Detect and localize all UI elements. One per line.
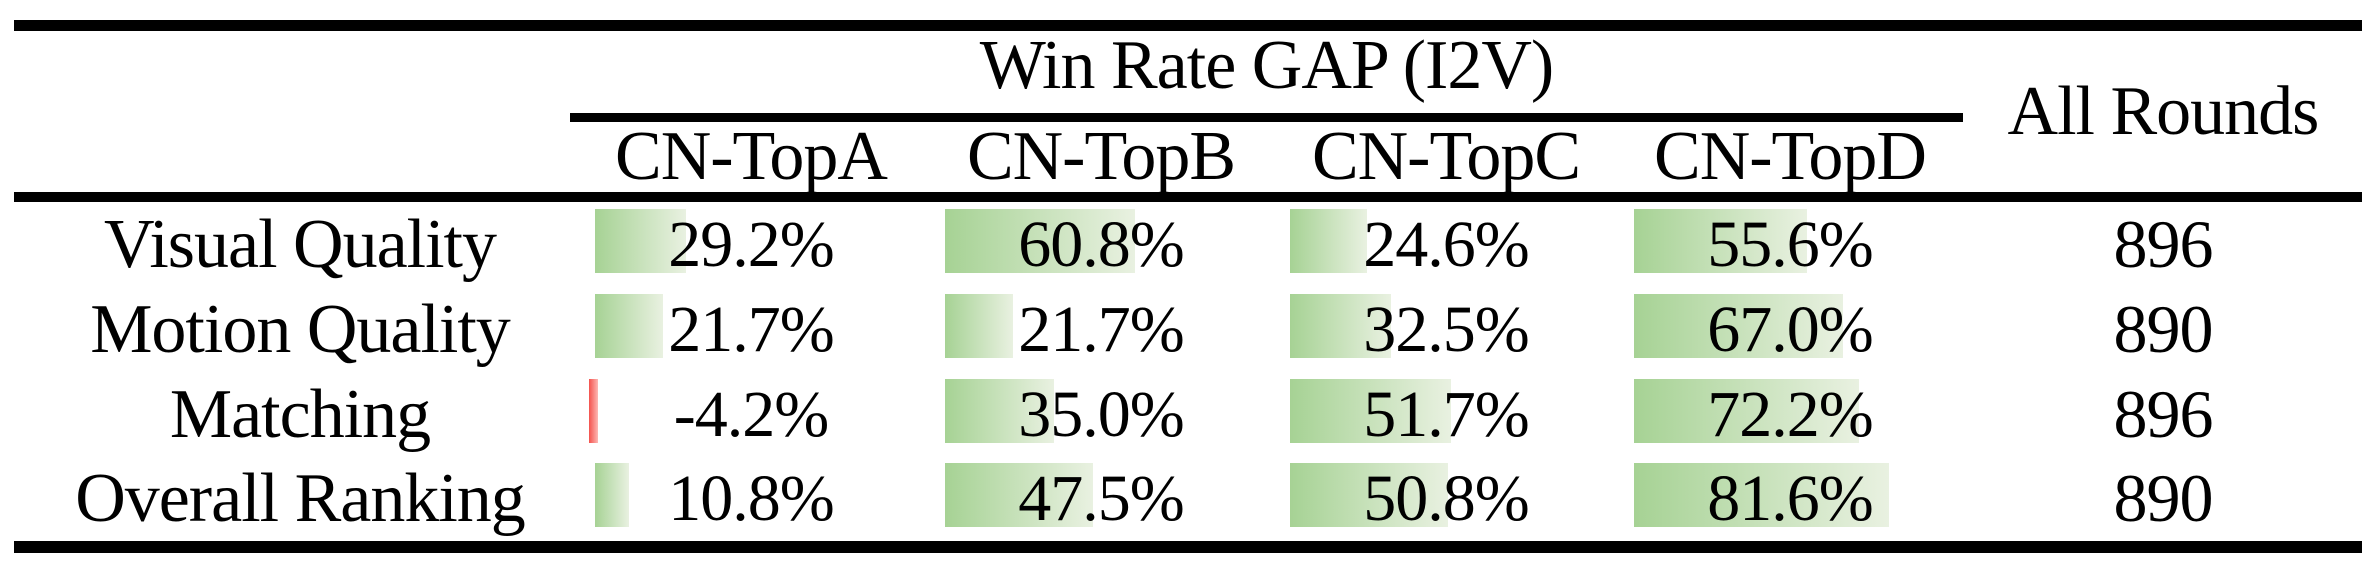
cell-value: 29.2% xyxy=(668,207,834,281)
data-bar xyxy=(1634,379,1859,443)
cell-value: 47.5% xyxy=(1018,461,1184,535)
cell-value: 60.8% xyxy=(1018,207,1184,281)
data-bar xyxy=(595,463,629,527)
cell-overall-ranking-cn-topb: 47.5% xyxy=(945,456,1257,541)
cell-visual-quality-all-rounds: 896 xyxy=(2113,206,2214,282)
cell-value: 67.0% xyxy=(1707,292,1873,366)
cell-visual-quality-cn-topb: 60.8% xyxy=(945,202,1257,287)
column-header-cn-topc: CN-TopC xyxy=(1311,118,1581,195)
data-bar xyxy=(945,463,1093,527)
data-bar xyxy=(945,294,1013,358)
data-bar xyxy=(1290,209,1367,273)
cell-value: 51.7% xyxy=(1363,377,1529,451)
data-bar xyxy=(1634,209,1807,273)
cell-visual-quality-cn-topa: 29.2% xyxy=(595,202,907,287)
cell-matching-all-rounds: 896 xyxy=(2113,376,2214,452)
cell-value: 21.7% xyxy=(1018,292,1184,366)
cell-value: 32.5% xyxy=(1363,292,1529,366)
cell-motion-quality-cn-topa: 21.7% xyxy=(595,287,907,372)
cell-motion-quality-all-rounds: 890 xyxy=(2113,291,2214,367)
data-bar xyxy=(1290,294,1391,358)
cell-motion-quality-cn-topd: 67.0% xyxy=(1634,287,1946,372)
column-header-cn-topb: CN-TopB xyxy=(966,118,1236,195)
cell-value: 35.0% xyxy=(1018,377,1184,451)
data-bar xyxy=(595,209,686,273)
cell-value: 21.7% xyxy=(668,292,834,366)
cell-overall-ranking-cn-topa: 10.8% xyxy=(595,456,907,541)
cell-value: 24.6% xyxy=(1363,207,1529,281)
cell-value: 10.8% xyxy=(668,461,834,535)
table-top-rule xyxy=(14,20,2362,31)
cell-value: 81.6% xyxy=(1707,461,1873,535)
cell-matching-cn-topd: 72.2% xyxy=(1634,372,1946,457)
table-row: Visual Quality 29.2% 60.8% 24.6% 55.6% 8… xyxy=(0,202,2374,287)
table-row: Matching -4.2% 35.0% 51.7% 72.2% 896 xyxy=(0,372,2374,457)
cell-visual-quality-cn-topd: 55.6% xyxy=(1634,202,1946,287)
group-header-title: Win Rate GAP (I2V) xyxy=(979,27,1554,104)
cell-motion-quality-cn-topc: 32.5% xyxy=(1290,287,1602,372)
data-bar-negative xyxy=(589,379,598,443)
data-bar xyxy=(595,294,663,358)
cell-value: 72.2% xyxy=(1707,377,1873,451)
data-bar xyxy=(1634,294,1843,358)
cell-overall-ranking-all-rounds: 890 xyxy=(2113,460,2214,536)
cell-matching-cn-topa: -4.2% xyxy=(589,372,907,457)
data-bar xyxy=(945,379,1054,443)
header-body-separator-rule xyxy=(14,192,2362,202)
data-bar xyxy=(1290,463,1448,527)
all-rounds-column-header: All Rounds xyxy=(2007,72,2320,150)
data-bar xyxy=(1290,379,1451,443)
group-header-underline xyxy=(570,113,1963,122)
column-header-cn-topd: CN-TopD xyxy=(1654,118,1927,195)
row-label-matching: Matching xyxy=(169,375,431,453)
cell-value: 55.6% xyxy=(1707,207,1873,281)
row-label-overall-ranking: Overall Ranking xyxy=(75,459,526,537)
column-header-cn-topa: CN-TopA xyxy=(615,118,888,195)
cell-overall-ranking-cn-topc: 50.8% xyxy=(1290,456,1602,541)
row-label-motion-quality: Motion Quality xyxy=(90,290,511,368)
table-row: Overall Ranking 10.8% 47.5% 50.8% 81.6% … xyxy=(0,456,2374,541)
table-bottom-rule xyxy=(14,541,2362,553)
data-bar xyxy=(1634,463,1889,527)
cell-overall-ranking-cn-topd: 81.6% xyxy=(1634,456,1946,541)
cell-visual-quality-cn-topc: 24.6% xyxy=(1290,202,1602,287)
data-bar xyxy=(945,209,1135,273)
cell-matching-cn-topc: 51.7% xyxy=(1290,372,1602,457)
cell-motion-quality-cn-topb: 21.7% xyxy=(945,287,1257,372)
table-row: Motion Quality 21.7% 21.7% 32.5% 67.0% 8… xyxy=(0,287,2374,372)
row-label-visual-quality: Visual Quality xyxy=(103,205,497,283)
cell-matching-cn-topb: 35.0% xyxy=(945,372,1257,457)
cell-value: 50.8% xyxy=(1363,461,1529,535)
cell-value: -4.2% xyxy=(673,377,829,451)
